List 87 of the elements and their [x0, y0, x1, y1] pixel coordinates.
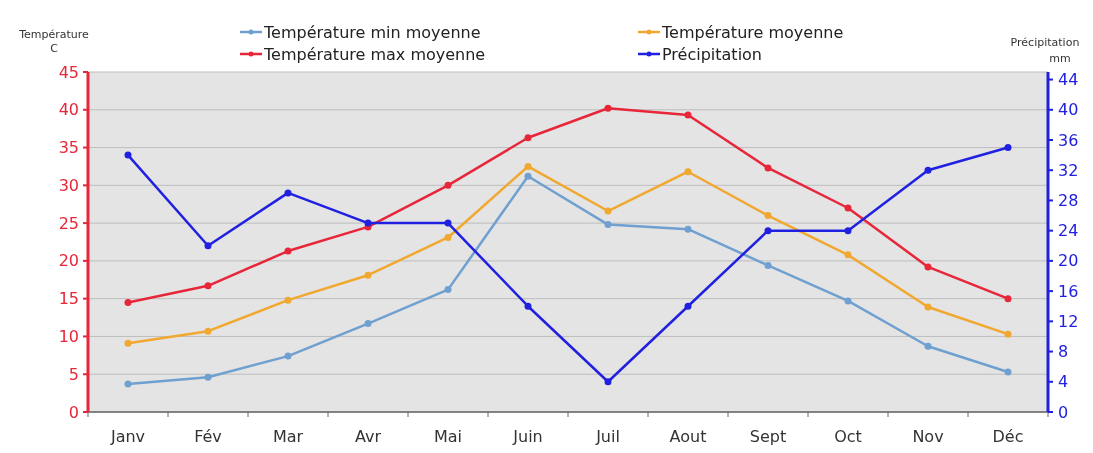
point	[364, 320, 372, 328]
point	[844, 227, 852, 235]
point	[444, 219, 452, 227]
point	[844, 251, 852, 259]
y2-axis-title: Précipitation mm	[1010, 36, 1080, 65]
point	[284, 352, 292, 360]
point	[444, 181, 452, 189]
point	[204, 282, 212, 290]
point	[764, 212, 772, 220]
legend-label: Précipitation	[662, 44, 763, 64]
point	[204, 242, 212, 250]
point	[124, 380, 132, 388]
x-tick-label: Avr	[354, 427, 382, 446]
point	[1004, 144, 1012, 152]
x-tick-label: Fév	[194, 427, 222, 446]
point	[124, 151, 132, 159]
point	[1004, 295, 1012, 303]
y2-tick-label: 28	[1058, 191, 1079, 211]
point	[124, 339, 132, 347]
y-tick-label: 35	[58, 138, 79, 158]
y2-tick-label: 8	[1058, 342, 1069, 362]
point	[604, 104, 612, 112]
point	[1004, 368, 1012, 376]
point	[284, 296, 292, 304]
y2-tick-label: 40	[1058, 100, 1079, 120]
y2-tick-label: 16	[1058, 281, 1079, 301]
point	[1004, 330, 1012, 338]
y2-tick-label: 44	[1058, 70, 1079, 90]
point	[444, 233, 452, 241]
point	[284, 189, 292, 197]
x-tick-label: Juin	[512, 427, 543, 446]
point	[524, 172, 532, 180]
point	[684, 111, 692, 119]
legend-label: Température max moyenne	[263, 44, 486, 64]
x-tick-label: Nov	[912, 427, 944, 446]
x-tick-label: Juil	[595, 427, 620, 446]
legend-label: Température min moyenne	[263, 22, 481, 42]
y2-tick-label: 12	[1058, 311, 1079, 331]
point	[924, 166, 932, 174]
point	[604, 207, 612, 215]
x-tick-label: Janv	[109, 427, 146, 446]
y-tick-label: 5	[68, 364, 79, 384]
y2-tick-label: 32	[1058, 160, 1079, 180]
x-tick-label: Déc	[992, 427, 1024, 446]
y-tick-label: 30	[58, 175, 79, 195]
point	[444, 286, 452, 294]
point	[204, 373, 212, 381]
point	[764, 164, 772, 172]
y-tick-label: 45	[58, 62, 79, 82]
point	[524, 302, 532, 310]
point	[524, 134, 532, 142]
point	[844, 297, 852, 305]
y2-tick-label: 0	[1058, 402, 1069, 422]
point	[524, 162, 532, 170]
point	[764, 261, 772, 269]
point	[924, 303, 932, 311]
legend-label: Température moyenne	[661, 22, 844, 42]
point	[124, 298, 132, 306]
point	[924, 342, 932, 350]
x-tick-label: Sept	[749, 427, 787, 446]
y-tick-label: 20	[58, 251, 79, 271]
y-tick-label: 10	[58, 327, 79, 347]
y-axis-title: Température C	[18, 28, 90, 55]
y2-tick-label: 4	[1058, 372, 1069, 392]
point	[604, 378, 612, 386]
x-tick-label: Aout	[669, 427, 707, 446]
point	[284, 247, 292, 255]
point	[924, 263, 932, 271]
point	[764, 227, 772, 235]
point	[684, 168, 692, 176]
point	[204, 327, 212, 335]
y2-tick-label: 20	[1058, 251, 1079, 271]
point	[364, 271, 372, 279]
x-tick-label: Mai	[433, 427, 463, 446]
y-tick-label: 15	[58, 289, 79, 309]
x-tick-label: Mar	[272, 427, 304, 446]
y2-tick-label: 24	[1058, 221, 1079, 241]
point	[684, 225, 692, 233]
point	[844, 204, 852, 212]
y-tick-label: 0	[68, 402, 79, 422]
point	[364, 219, 372, 227]
y-tick-label: 25	[58, 213, 79, 233]
point	[604, 221, 612, 229]
x-tick-label: Oct	[834, 427, 862, 446]
y2-tick-label: 36	[1058, 130, 1079, 150]
y-tick-label: 40	[58, 100, 79, 120]
point	[684, 302, 692, 310]
